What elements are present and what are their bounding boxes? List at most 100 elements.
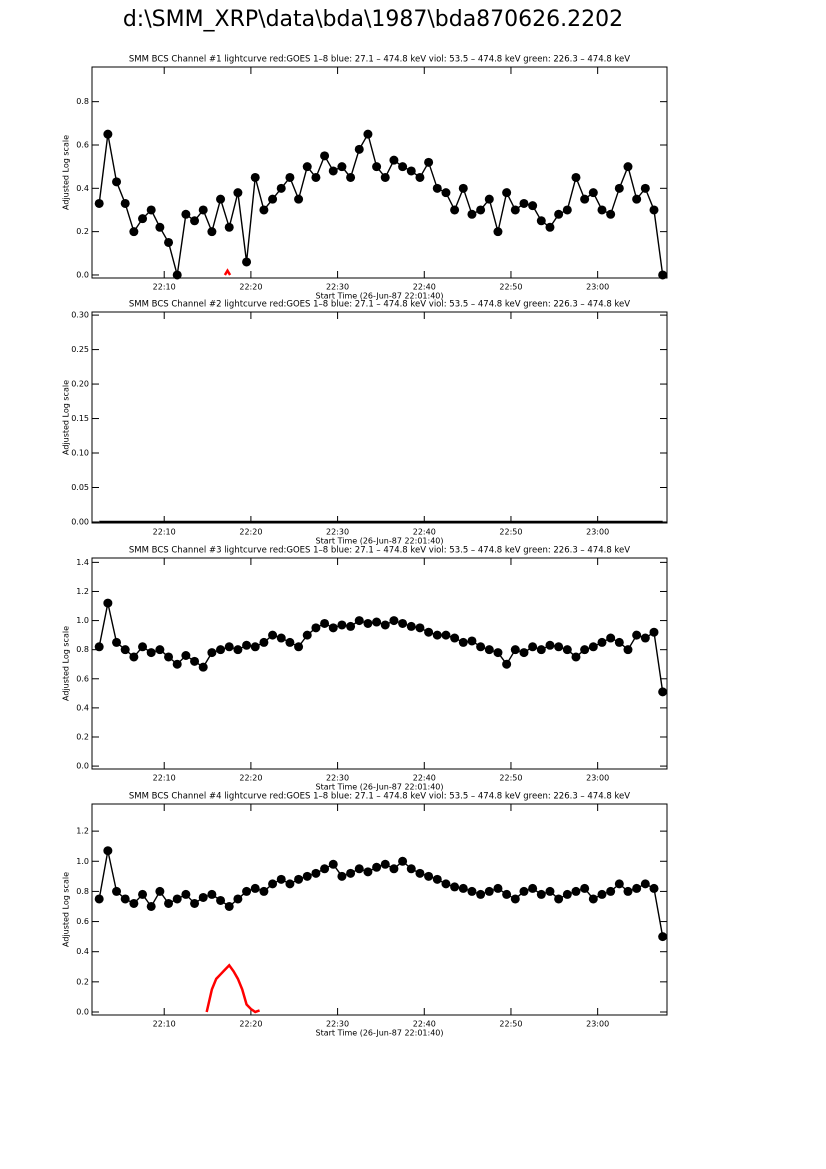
data-point <box>398 856 408 866</box>
data-point <box>502 889 512 899</box>
data-point <box>510 645 520 655</box>
data-point <box>250 642 260 652</box>
data-point <box>554 642 564 652</box>
data-point <box>190 216 200 226</box>
data-point <box>276 183 286 193</box>
data-point <box>588 894 598 904</box>
data-point <box>94 198 104 208</box>
data-point <box>554 894 564 904</box>
data-point <box>216 645 226 655</box>
data-point <box>554 209 564 219</box>
y-tick-label: 0.6 <box>76 917 89 926</box>
x-tick-label: 22:40 <box>413 774 436 783</box>
data-point <box>233 894 243 904</box>
data-point <box>545 222 555 232</box>
x-tick-label: 22:20 <box>239 528 262 537</box>
data-point <box>441 879 451 889</box>
y-tick-label: 0.2 <box>76 977 89 986</box>
data-point <box>640 633 650 643</box>
series-line <box>98 602 664 692</box>
data-point <box>259 886 269 896</box>
data-point <box>623 645 633 655</box>
data-point <box>458 183 468 193</box>
data-point <box>94 894 104 904</box>
data-point <box>528 883 538 893</box>
data-point <box>372 162 382 172</box>
data-point <box>510 894 520 904</box>
y-tick-label: 0.00 <box>71 517 89 526</box>
data-point <box>259 205 269 215</box>
y-tick-label: 0.20 <box>71 380 89 389</box>
data-point <box>519 648 529 658</box>
y-tick-label: 0.8 <box>76 887 89 896</box>
data-point <box>294 194 304 204</box>
data-point <box>120 645 130 655</box>
x-tick-label: 22:40 <box>413 283 436 292</box>
data-point <box>528 201 538 211</box>
data-point <box>380 172 390 182</box>
data-point <box>519 886 529 896</box>
data-point <box>103 846 113 856</box>
data-point <box>363 618 373 628</box>
data-point <box>328 623 338 633</box>
data-point <box>233 645 243 655</box>
y-tick-label: 0.0 <box>76 1007 89 1016</box>
data-point <box>320 151 330 161</box>
data-point <box>484 886 494 896</box>
data-point <box>250 172 260 182</box>
plot-area <box>94 598 668 697</box>
data-point <box>380 859 390 869</box>
x-tick-label: 23:00 <box>586 774 609 783</box>
data-point <box>164 237 174 247</box>
y-tick-label: 0.8 <box>76 97 89 106</box>
data-point <box>424 627 434 637</box>
data-point <box>372 617 382 627</box>
x-tick-label: 22:40 <box>413 1020 436 1029</box>
data-point <box>337 871 347 881</box>
y-tick-label: 1.2 <box>76 827 89 836</box>
panel-title: SMM BCS Channel #4 lightcurve red:GOES 1… <box>129 792 630 802</box>
y-tick-label: 0.8 <box>76 645 89 654</box>
data-point <box>172 659 182 669</box>
data-point <box>233 188 243 198</box>
data-point <box>207 227 217 237</box>
data-point <box>476 205 486 215</box>
data-point <box>571 652 581 662</box>
data-point <box>502 188 512 198</box>
data-point <box>129 898 139 908</box>
data-point <box>112 886 122 896</box>
data-point <box>146 205 156 215</box>
data-point <box>536 889 546 899</box>
data-point <box>276 874 286 884</box>
data-point <box>198 892 208 902</box>
data-point <box>415 172 425 182</box>
x-tick-label: 23:00 <box>586 1020 609 1029</box>
data-point <box>614 879 624 889</box>
data-point <box>415 623 425 633</box>
x-tick-label: 22:40 <box>413 528 436 537</box>
data-point <box>597 637 607 647</box>
data-point <box>354 616 364 626</box>
data-point <box>606 209 616 219</box>
plot-frame <box>91 311 668 524</box>
data-point <box>389 616 399 626</box>
data-point <box>606 633 616 643</box>
data-point <box>172 894 182 904</box>
data-point <box>493 648 503 658</box>
data-point <box>268 194 278 204</box>
data-point <box>120 198 130 208</box>
y-tick-label: 0.0 <box>76 270 89 279</box>
data-point <box>571 886 581 896</box>
data-point <box>424 871 434 881</box>
y-tick-label: 0.2 <box>76 227 89 236</box>
data-point <box>103 129 113 139</box>
data-point <box>476 642 486 652</box>
data-point <box>562 889 572 899</box>
x-axis-label: Start Time (26-Jun-87 22:01:40) <box>316 1029 444 1038</box>
data-point <box>311 623 321 633</box>
data-point <box>632 630 642 640</box>
data-point <box>138 642 148 652</box>
data-point <box>285 637 295 647</box>
data-point <box>493 883 503 893</box>
data-point <box>406 864 416 874</box>
